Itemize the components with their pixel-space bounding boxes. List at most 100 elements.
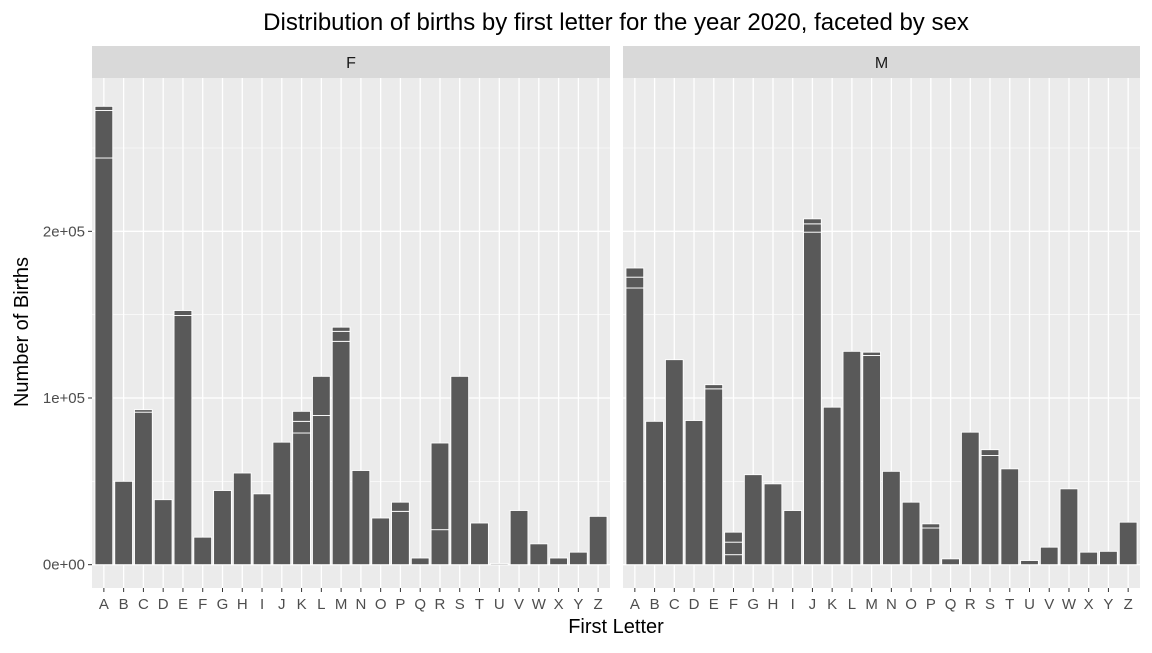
bar-f-s xyxy=(450,375,470,566)
bar-f-q xyxy=(410,557,430,566)
facet-strip-label: F xyxy=(346,55,356,72)
bar-f-p xyxy=(391,501,410,512)
bar-m-e xyxy=(704,388,724,566)
bar-f-a xyxy=(94,105,114,111)
x-tick-label: N xyxy=(355,596,366,613)
x-tick-label: O xyxy=(905,596,917,613)
bar-m-w xyxy=(1059,488,1079,566)
bar-f-r xyxy=(430,529,450,566)
x-tick-label: D xyxy=(158,596,169,613)
x-tick-label: U xyxy=(494,596,505,613)
x-tick-label: Z xyxy=(1124,596,1133,613)
bar-m-z xyxy=(1118,521,1138,566)
x-tick-label: D xyxy=(689,596,700,613)
bar-f-b xyxy=(114,480,133,566)
x-tick-label: W xyxy=(1062,596,1077,613)
bar-f-m xyxy=(331,330,351,342)
x-tick-label: R xyxy=(965,596,976,613)
bar-m-e xyxy=(704,384,724,390)
x-tick-label: P xyxy=(926,596,936,613)
x-tick-label: L xyxy=(317,596,325,613)
bar-m-o xyxy=(901,501,921,566)
bar-f-z xyxy=(588,515,608,566)
bar-f-j xyxy=(272,441,292,566)
x-tick-label: U xyxy=(1024,596,1035,613)
bar-f-n xyxy=(351,470,371,566)
bar-m-q xyxy=(941,558,960,566)
x-tick-label: X xyxy=(554,596,564,613)
bar-f-v xyxy=(509,510,529,566)
x-axis-label: First Letter xyxy=(568,616,664,638)
bar-f-t xyxy=(470,522,489,566)
bar-f-i xyxy=(252,493,272,566)
bar-f-d xyxy=(153,499,173,566)
x-tick-label: G xyxy=(747,596,759,613)
facet-panel-f: FA B C D E F G H I J K L M N O P Q R S T U V W X Y Z xyxy=(92,46,610,613)
x-tick-label: G xyxy=(217,596,229,613)
x-tick-label: Q xyxy=(945,596,957,613)
bar-f-k xyxy=(292,432,311,566)
x-tick-label: I xyxy=(260,596,264,613)
chart-title: Distribution of births by first letter f… xyxy=(263,9,969,36)
bar-m-b xyxy=(645,420,664,566)
bar-m-m xyxy=(862,355,881,566)
bar-m-a xyxy=(625,267,645,278)
bar-m-d xyxy=(684,420,704,566)
x-tick-label: M xyxy=(335,596,348,613)
bar-m-c xyxy=(664,359,684,566)
x-tick-label: B xyxy=(119,596,129,613)
y-tick-label: 1e+05 xyxy=(43,390,85,407)
x-tick-label: T xyxy=(1005,596,1014,613)
x-tick-label: S xyxy=(455,596,465,613)
x-tick-label: P xyxy=(395,596,405,613)
bar-m-p xyxy=(921,523,941,529)
bar-m-x xyxy=(1079,551,1099,566)
x-tick-label: F xyxy=(198,596,207,613)
bar-m-a xyxy=(625,287,645,566)
bar-f-g xyxy=(213,490,232,566)
x-tick-label: C xyxy=(669,596,680,613)
bar-f-l xyxy=(311,375,331,416)
bar-f-p xyxy=(391,510,410,566)
bar-m-s xyxy=(980,449,1000,456)
x-tick-label: Y xyxy=(1103,596,1113,613)
bar-f-f xyxy=(193,536,213,566)
bar-f-m xyxy=(331,340,351,566)
bar-f-m xyxy=(331,326,351,332)
x-tick-label: H xyxy=(237,596,248,613)
bar-m-u xyxy=(1020,560,1039,566)
bar-f-k xyxy=(292,420,311,434)
facet-strip xyxy=(623,46,1140,78)
x-tick-label: E xyxy=(178,596,188,613)
x-tick-label: V xyxy=(1044,596,1054,613)
bar-m-s xyxy=(980,455,1000,566)
x-tick-label: F xyxy=(729,596,738,613)
x-tick-label: W xyxy=(532,596,547,613)
bar-m-l xyxy=(842,350,862,566)
x-tick-label: A xyxy=(630,596,640,613)
bar-m-v xyxy=(1039,546,1059,566)
bar-f-o xyxy=(371,517,391,566)
bar-m-y xyxy=(1099,550,1118,566)
y-tick-label: 2e+05 xyxy=(43,223,85,240)
bar-m-g xyxy=(743,474,763,566)
bar-f-w xyxy=(529,543,549,566)
facet-panels: FA B C D E F G H I J K L M N O P Q R S T U V W X Y ZMA B C D E F G H I J K L… xyxy=(92,46,1140,613)
x-tick-label: S xyxy=(985,596,995,613)
bar-m-m xyxy=(862,351,881,356)
bar-f-a xyxy=(94,110,114,159)
bar-m-h xyxy=(763,483,783,566)
bar-f-c xyxy=(134,411,153,566)
x-tick-label: Q xyxy=(414,596,426,613)
x-tick-label: T xyxy=(475,596,484,613)
bar-m-t xyxy=(1000,468,1020,566)
bar-f-y xyxy=(569,551,588,566)
bar-f-e xyxy=(173,310,193,316)
bar-m-j xyxy=(803,231,822,566)
x-tick-label: J xyxy=(809,596,817,613)
bar-f-k xyxy=(292,410,311,422)
facet-strip xyxy=(92,46,610,78)
bar-f-e xyxy=(173,315,193,566)
x-tick-label: E xyxy=(709,596,719,613)
